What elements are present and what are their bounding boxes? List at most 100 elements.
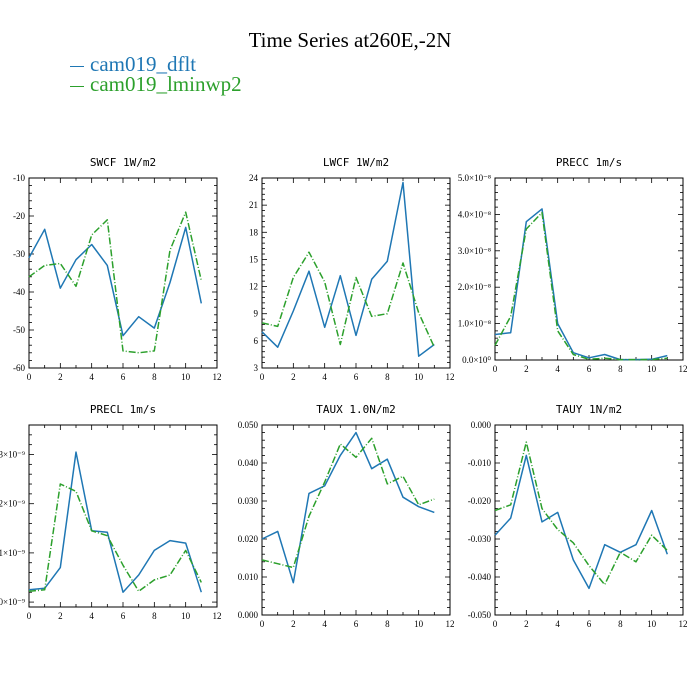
x-tick-label: 8 (385, 372, 390, 382)
series-line-lminwp2 (261, 251, 435, 348)
x-tick-label: 4 (322, 372, 327, 382)
y-tick-label: 1.0×10⁻⁸ (458, 319, 491, 329)
panel-title: LWCF 1W/m2 (323, 156, 389, 169)
series-line-dflt (28, 226, 203, 337)
y-tick-label: 12 (249, 282, 258, 292)
x-tick-label: 8 (618, 619, 623, 629)
x-tick-label: 6 (354, 619, 359, 629)
panel-1: SWCF 1W/m2 0 2 4 6 8 10 12 -60 -50 -40 -30 -20 -10 (13, 156, 222, 382)
panel-frame (494, 177, 684, 361)
panel-6: TAUY 1N/m2 0 2 4 6 8 10 12 -0.050 -0.040 -0.030 -0.… (468, 403, 688, 629)
x-tick-label: 10 (414, 372, 424, 382)
y-tick-label: 1×10⁻⁹ (0, 548, 25, 558)
y-tick-label: 0.000 (471, 420, 492, 430)
series-line-dflt (494, 208, 668, 361)
y-tick-label: -0.050 (468, 610, 492, 620)
series-line-dflt (261, 431, 435, 584)
x-tick-label: 4 (555, 619, 560, 629)
y-tick-label: 2×10⁻⁹ (0, 499, 25, 509)
series-line-dflt (28, 451, 203, 593)
panel-4: PRECL 1m/s 0 2 4 6 8 10 12 0×10⁻⁹ 1×10⁻⁹ 2×10⁻⁹ 3×1… (0, 403, 222, 621)
x-tick-label: 8 (152, 611, 157, 621)
x-tick-label: 10 (647, 619, 657, 629)
legend-line-lminwp2 (70, 85, 84, 87)
panel-title: TAUX 1.0N/m2 (316, 403, 395, 416)
legend-item-lminwp2: cam019_lminwp2 (70, 72, 242, 96)
y-tick-label: 0.010 (238, 572, 259, 582)
x-tick-label: 12 (213, 611, 222, 621)
y-tick-label: 3 (254, 363, 259, 373)
panel-title: PRECL 1m/s (90, 403, 156, 416)
legend-label-dflt: cam019_dflt (90, 52, 197, 76)
x-tick-label: 2 (58, 372, 63, 382)
x-tick-label: 10 (181, 372, 191, 382)
series-line-dflt (494, 454, 669, 590)
x-tick-label: 6 (121, 611, 126, 621)
series-line-lminwp2 (494, 441, 668, 586)
y-tick-label: 9 (254, 309, 259, 319)
panel-frame (261, 177, 451, 369)
x-tick-label: 12 (213, 372, 222, 382)
series-line-lminwp2 (28, 483, 202, 593)
y-tick-label: 0.020 (238, 534, 259, 544)
x-tick-label: 0 (27, 611, 32, 621)
y-tick-label: 0.030 (238, 496, 259, 506)
panel-frame (28, 177, 218, 369)
series-line-dflt (261, 181, 435, 357)
x-tick-label: 4 (89, 611, 94, 621)
x-tick-label: 6 (587, 619, 592, 629)
y-tick-label: -60 (13, 363, 25, 373)
y-tick-label: 21 (249, 200, 258, 210)
legend-entry-lminwp2: cam019_lminwp2 (70, 73, 242, 95)
panel-3: PRECC 1m/s 0 2 4 6 8 10 12 0.0×10⁰ 1.0×10⁻⁸ 2.0×10… (458, 156, 688, 374)
x-tick-label: 12 (679, 364, 688, 374)
x-tick-label: 6 (587, 364, 592, 374)
x-tick-label: 10 (414, 619, 424, 629)
x-tick-label: 2 (524, 364, 529, 374)
figure-title: Time Series at260E,-2N (248, 28, 452, 52)
x-tick-label: 8 (618, 364, 623, 374)
y-tick-label: 3.0×10⁻⁸ (458, 246, 491, 256)
x-tick-label: 6 (354, 372, 359, 382)
series-line-lminwp2 (28, 211, 203, 354)
legend-line-dflt (70, 65, 84, 67)
x-tick-label: 2 (58, 611, 63, 621)
x-tick-label: 4 (555, 364, 560, 374)
x-tick-label: 12 (446, 372, 455, 382)
y-tick-label: 2.0×10⁻⁸ (458, 282, 491, 292)
y-tick-label: 0×10⁻⁹ (0, 597, 25, 607)
y-tick-label: 24 (249, 173, 259, 183)
y-tick-label: 5.0×10⁻⁸ (458, 173, 491, 183)
y-tick-label: 3×10⁻⁹ (0, 450, 25, 460)
x-tick-label: 0 (260, 372, 265, 382)
x-tick-label: 6 (121, 372, 126, 382)
x-tick-label: 8 (152, 372, 157, 382)
y-tick-label: 15 (249, 254, 259, 264)
x-tick-label: 2 (291, 619, 296, 629)
x-tick-label: 4 (89, 372, 94, 382)
panel-title: PRECC 1m/s (556, 156, 622, 169)
y-tick-label: 6 (254, 336, 259, 346)
legend-label-lminwp2: cam019_lminwp2 (90, 72, 242, 96)
y-tick-label: 0.0×10⁰ (462, 355, 491, 365)
legend-entry-dflt: cam019_dflt (70, 53, 196, 75)
y-tick-label: -0.020 (468, 496, 492, 506)
y-tick-label: -0.040 (468, 572, 492, 582)
y-tick-label: 4.0×10⁻⁸ (458, 209, 491, 219)
x-tick-label: 4 (322, 619, 327, 629)
y-tick-label: 0.000 (238, 610, 259, 620)
y-tick-label: -40 (13, 287, 25, 297)
y-tick-label: 0.050 (238, 420, 259, 430)
panel-title: TAUY 1N/m2 (556, 403, 622, 416)
x-tick-label: 0 (493, 619, 498, 629)
series-line-lminwp2 (494, 211, 668, 361)
y-tick-label: -20 (13, 211, 25, 221)
panel-5: TAUX 1.0N/m2 0 2 4 6 8 10 12 0.000 0.010 0.020 0.03… (238, 403, 455, 629)
series-line-lminwp2 (261, 437, 435, 569)
x-tick-label: 2 (291, 372, 296, 382)
y-tick-label: -0.030 (468, 534, 492, 544)
x-tick-label: 0 (260, 619, 265, 629)
x-tick-label: 2 (524, 619, 529, 629)
